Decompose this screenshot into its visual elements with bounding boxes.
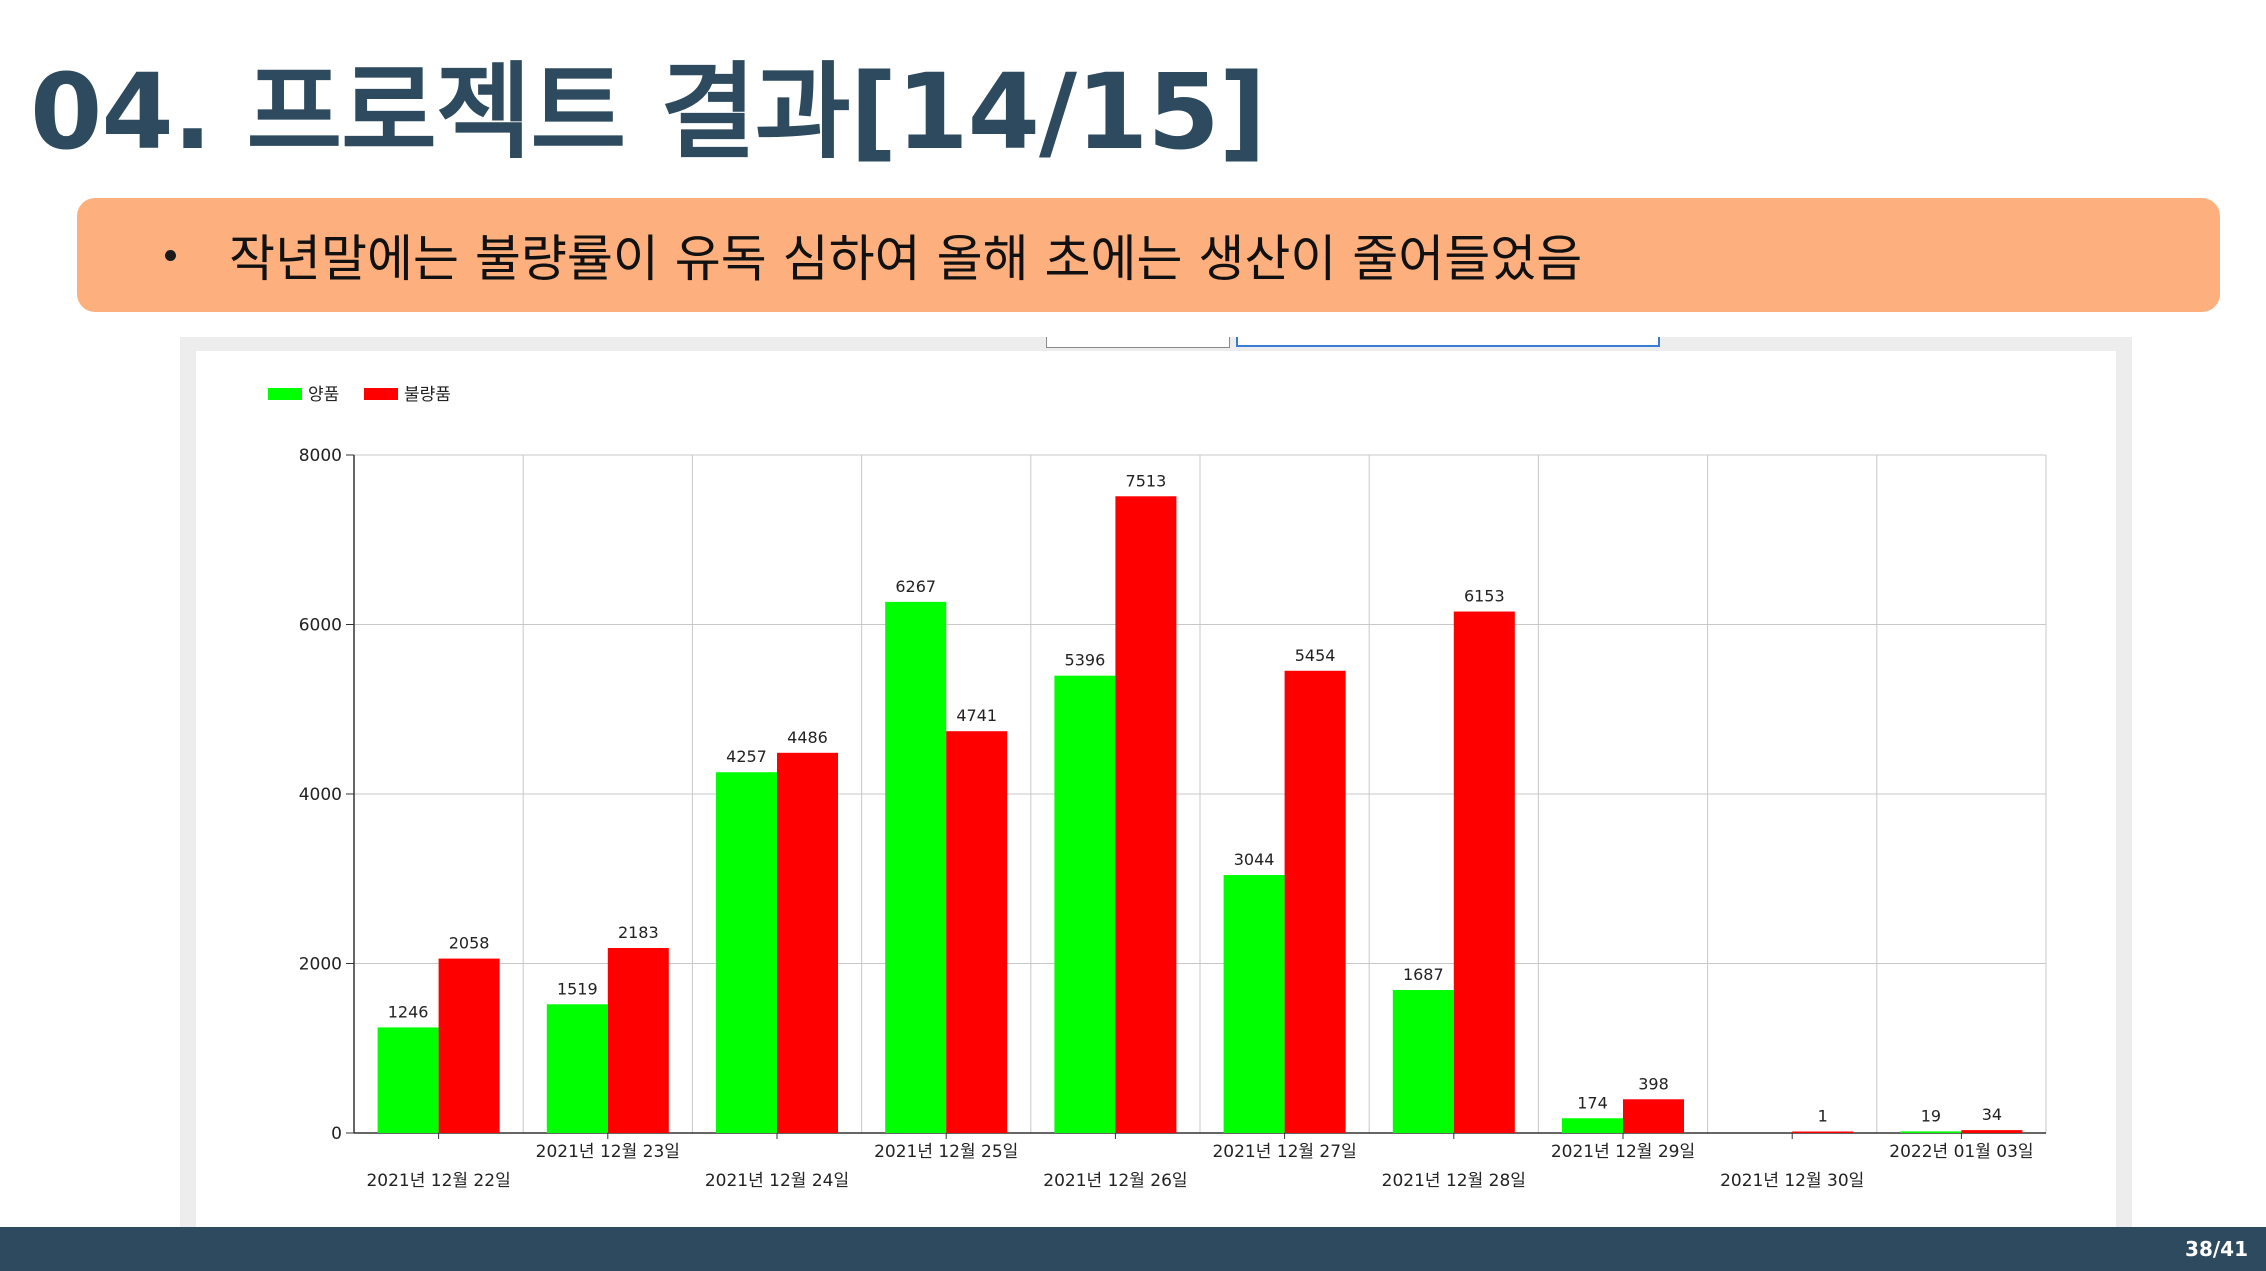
data-label: 398 — [1638, 1074, 1669, 1093]
bar-good — [885, 601, 947, 1133]
x-tick-label: 2021년 12월 30일 — [1720, 1171, 1864, 1191]
data-label: 4257 — [726, 747, 767, 766]
x-tick-label: 2021년 12월 22일 — [366, 1171, 510, 1191]
data-label: 7513 — [1126, 471, 1167, 490]
data-label: 1687 — [1403, 965, 1444, 984]
data-label: 3044 — [1234, 850, 1275, 869]
x-tick-label: 2021년 12월 28일 — [1382, 1171, 1526, 1191]
bar-good — [1392, 990, 1454, 1133]
legend-label: 불량품 — [404, 385, 451, 405]
x-tick-label: 2021년 12월 26일 — [1043, 1171, 1187, 1191]
bar-defect — [946, 731, 1008, 1133]
bar-defect — [1792, 1131, 1854, 1133]
bar-good — [1223, 875, 1285, 1133]
bar-good — [1054, 675, 1116, 1133]
y-tick-label: 8000 — [299, 446, 342, 466]
bar-defect — [1453, 611, 1515, 1133]
chart-panel: 0 2000 4000 6000 8000 1246 2058 2021년 12월 22일 15… — [196, 351, 2116, 1227]
data-label: 5396 — [1065, 651, 1106, 670]
legend-swatch — [364, 388, 398, 400]
data-label: 2058 — [449, 934, 490, 953]
bar-defect — [1961, 1130, 2023, 1133]
bar-good — [546, 1004, 608, 1133]
x-tick-label: 2021년 12월 23일 — [536, 1142, 680, 1162]
bullet-icon — [165, 250, 176, 261]
data-label: 1246 — [388, 1002, 429, 1021]
data-label: 6267 — [895, 577, 936, 596]
y-tick-label: 0 — [331, 1124, 342, 1144]
slide-title: 04. 프로젝트 결과[14/15] — [30, 51, 1266, 173]
data-label: 19 — [1921, 1106, 1941, 1125]
data-label: 2183 — [618, 923, 659, 942]
bar-defect — [607, 947, 669, 1133]
legend-swatch — [268, 388, 302, 400]
bar-good — [1562, 1118, 1623, 1133]
x-tick-label: 2021년 12월 27일 — [1212, 1142, 1356, 1162]
footer-bar: 38/41 — [0, 1227, 2266, 1271]
data-label: 5454 — [1295, 646, 1336, 665]
data-label: 34 — [1982, 1105, 2002, 1124]
x-tick-label: 2021년 12월 24일 — [705, 1171, 849, 1191]
legend-label: 양품 — [308, 385, 339, 405]
bar-defect — [1623, 1099, 1684, 1133]
data-label: 174 — [1577, 1093, 1608, 1112]
data-label: 4486 — [787, 728, 828, 747]
callout-box: 작년말에는 불량률이 유독 심하여 올해 초에는 생산이 줄어들었음 — [77, 198, 2220, 312]
data-label: 1519 — [557, 979, 598, 998]
bar-defect — [438, 958, 500, 1133]
x-tick-label: 2021년 12월 29일 — [1551, 1142, 1695, 1162]
control-button-stub[interactable] — [1046, 337, 1230, 348]
data-label: 1 — [1818, 1107, 1828, 1126]
callout-text: 작년말에는 불량률이 유독 심하여 올해 초에는 생산이 줄어들었음 — [229, 230, 1583, 288]
bar-good — [377, 1027, 439, 1133]
bar-defect — [1115, 496, 1177, 1133]
x-tick-label: 2022년 01월 03일 — [1889, 1142, 2033, 1162]
data-label: 6153 — [1464, 587, 1505, 606]
page-number: 38/41 — [2185, 1237, 2248, 1261]
bar-good — [716, 772, 777, 1133]
bar-defect — [1284, 670, 1346, 1133]
x-tick-label: 2021년 12월 25일 — [874, 1142, 1018, 1162]
bar-good — [1900, 1131, 1962, 1133]
y-tick-label: 6000 — [299, 616, 342, 636]
y-tick-label: 2000 — [299, 955, 342, 975]
control-input-stub[interactable] — [1236, 337, 1660, 347]
bar-defect — [777, 752, 838, 1133]
data-label: 4741 — [956, 706, 997, 725]
y-tick-label: 4000 — [299, 785, 342, 805]
